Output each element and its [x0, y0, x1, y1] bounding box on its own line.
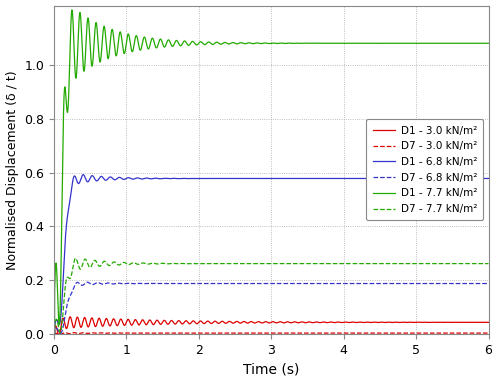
- D7 - 3.0 kN/m²: [71, 330, 77, 335]
- D1 - 6.8 kN/m²: [80, 172, 86, 177]
- D1 - 6.8 kN/m²: [51, 332, 57, 337]
- D7 - 6.8 kN/m²: [84, 280, 90, 285]
- D1 - 6.8 kN/m²: [486, 176, 492, 181]
- D1 - 7.7 kN/m²: [69, 8, 75, 12]
- D7 - 7.7 kN/m²: [315, 261, 321, 266]
- D1 - 3.0 kN/m²: [280, 320, 286, 325]
- D1 - 3.0 kN/m²: [163, 320, 169, 325]
- Line: D1 - 6.8 kN/m²: D1 - 6.8 kN/m²: [54, 175, 489, 334]
- D1 - 6.8 kN/m²: [116, 175, 122, 180]
- D7 - 3.0 kN/m²: [315, 331, 321, 335]
- D7 - 6.8 kN/m²: [279, 281, 285, 286]
- D7 - 7.7 kN/m²: [74, 257, 80, 262]
- D7 - 7.7 kN/m²: [279, 261, 285, 266]
- D7 - 6.8 kN/m²: [273, 281, 279, 286]
- D7 - 3.0 kN/m²: [57, 332, 63, 337]
- D7 - 7.7 kN/m²: [273, 261, 279, 266]
- D1 - 7.7 kN/m²: [273, 41, 279, 46]
- D7 - 3.0 kN/m²: [273, 331, 279, 335]
- D1 - 7.7 kN/m²: [116, 40, 122, 44]
- D7 - 6.8 kN/m²: [116, 281, 122, 285]
- D1 - 6.8 kN/m²: [163, 176, 169, 181]
- D7 - 7.7 kN/m²: [116, 262, 122, 267]
- D7 - 6.8 kN/m²: [315, 281, 321, 286]
- Line: D7 - 3.0 kN/m²: D7 - 3.0 kN/m²: [54, 333, 489, 334]
- D1 - 3.0 kN/m²: [51, 332, 57, 337]
- D1 - 7.7 kN/m²: [315, 41, 321, 45]
- D7 - 3.0 kN/m²: [280, 331, 286, 335]
- D1 - 7.7 kN/m²: [51, 332, 57, 337]
- D1 - 3.0 kN/m²: [116, 322, 122, 326]
- D7 - 3.0 kN/m²: [163, 331, 169, 335]
- D7 - 7.7 kN/m²: [486, 261, 492, 266]
- D7 - 7.7 kN/m²: [51, 332, 57, 337]
- D7 - 3.0 kN/m²: [51, 332, 57, 337]
- D7 - 7.7 kN/m²: [163, 262, 169, 266]
- D1 - 3.0 kN/m²: [56, 333, 62, 338]
- Line: D7 - 7.7 kN/m²: D7 - 7.7 kN/m²: [54, 258, 489, 334]
- X-axis label: Time (s): Time (s): [243, 363, 299, 376]
- D7 - 3.0 kN/m²: [74, 331, 80, 335]
- D1 - 3.0 kN/m²: [273, 320, 279, 325]
- D1 - 3.0 kN/m²: [74, 316, 80, 320]
- D1 - 3.0 kN/m²: [67, 314, 73, 319]
- Line: D1 - 7.7 kN/m²: D1 - 7.7 kN/m²: [54, 10, 489, 334]
- D7 - 3.0 kN/m²: [116, 331, 122, 335]
- D7 - 3.0 kN/m²: [486, 331, 492, 335]
- D1 - 6.8 kN/m²: [74, 178, 80, 183]
- D7 - 7.7 kN/m²: [73, 256, 79, 261]
- Line: D1 - 3.0 kN/m²: D1 - 3.0 kN/m²: [54, 317, 489, 335]
- D7 - 6.8 kN/m²: [163, 281, 169, 286]
- D7 - 6.8 kN/m²: [51, 332, 57, 337]
- D1 - 7.7 kN/m²: [163, 42, 169, 46]
- Y-axis label: Normalised Displacement (δ / t): Normalised Displacement (δ / t): [5, 70, 18, 270]
- D7 - 6.8 kN/m²: [486, 281, 492, 286]
- D1 - 7.7 kN/m²: [279, 41, 285, 45]
- D1 - 6.8 kN/m²: [315, 176, 321, 181]
- Line: D7 - 6.8 kN/m²: D7 - 6.8 kN/m²: [54, 282, 489, 334]
- Legend: D1 - 3.0 kN/m², D7 - 3.0 kN/m², D1 - 6.8 kN/m², D7 - 6.8 kN/m², D1 - 7.7 kN/m², : D1 - 3.0 kN/m², D7 - 3.0 kN/m², D1 - 6.8…: [367, 119, 483, 220]
- D1 - 7.7 kN/m²: [486, 41, 492, 45]
- D1 - 3.0 kN/m²: [315, 320, 321, 325]
- D1 - 3.0 kN/m²: [486, 320, 492, 325]
- D1 - 7.7 kN/m²: [74, 70, 80, 74]
- D1 - 6.8 kN/m²: [273, 176, 279, 181]
- D1 - 6.8 kN/m²: [279, 176, 285, 181]
- D7 - 6.8 kN/m²: [74, 280, 80, 285]
